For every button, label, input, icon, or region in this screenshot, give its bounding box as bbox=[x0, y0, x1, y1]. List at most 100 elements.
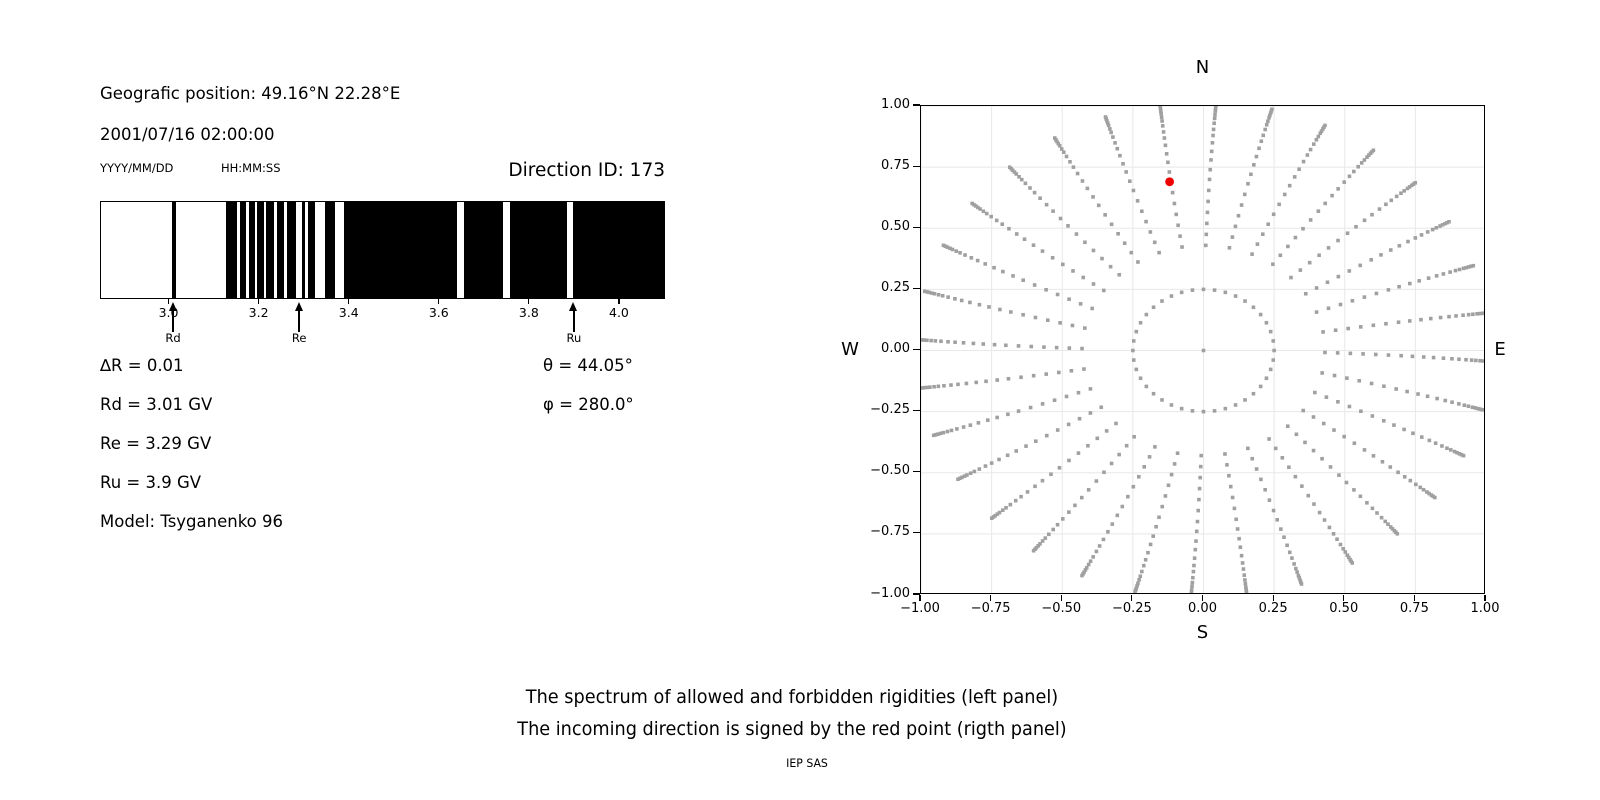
x-tick bbox=[1201, 595, 1204, 601]
spectrum-tick bbox=[618, 299, 620, 304]
x-tick-label: 1.00 bbox=[1470, 601, 1500, 616]
arrow-shaft bbox=[573, 309, 575, 332]
y-tick-label: −1.00 bbox=[870, 585, 910, 601]
date-format-hint: YYYY/MM/DD bbox=[100, 161, 174, 175]
x-tick bbox=[1060, 595, 1062, 601]
caption-line-1: The spectrum of allowed and forbidden ri… bbox=[525, 686, 1059, 708]
x-tick-label: −0.25 bbox=[1111, 601, 1152, 616]
spectrum-tick-label: 4.0 bbox=[609, 305, 629, 320]
phi-value: φ = 280.0° bbox=[543, 395, 634, 414]
rigidity-spectrum-chart: 3.0 3.2 3.4 3.6 3.8 4.0 Rd Re Ru bbox=[100, 201, 665, 361]
direction-id-text: Direction ID: 173 bbox=[508, 160, 665, 181]
x-tick bbox=[1272, 595, 1274, 601]
y-tick bbox=[913, 471, 920, 473]
datetime-text: 2001/07/16 02:00:00 bbox=[100, 125, 275, 144]
y-tick-label: 0.00 bbox=[881, 341, 910, 356]
y-tick bbox=[913, 226, 920, 228]
arrow-head-icon bbox=[168, 302, 177, 311]
forbidden-band bbox=[226, 202, 238, 298]
arrow-head-icon bbox=[294, 302, 303, 311]
x-tick bbox=[990, 595, 992, 601]
forbidden-band bbox=[343, 202, 457, 298]
y-tick-label: −0.50 bbox=[870, 463, 910, 479]
x-tick-label: 0.00 bbox=[1188, 601, 1217, 616]
geographic-position-text: Geografic position: 49.16°N 22.28°E bbox=[100, 84, 401, 103]
x-tick-label: −0.75 bbox=[970, 601, 1011, 616]
theta-value: θ = 44.05° bbox=[543, 356, 633, 375]
arrow-head-icon bbox=[569, 302, 578, 311]
compass-north-label: N bbox=[1195, 57, 1210, 78]
y-tick bbox=[913, 287, 920, 289]
caption-line-2: The incoming direction is signed by the … bbox=[517, 718, 1067, 740]
forbidden-band bbox=[276, 202, 285, 298]
forbidden-band bbox=[308, 202, 315, 298]
ru-value: Ru = 3.9 GV bbox=[100, 473, 202, 492]
credit-text: IEP SAS bbox=[786, 756, 828, 770]
spectrum-tick-label: 3.2 bbox=[248, 305, 269, 320]
y-tick-label: 1.00 bbox=[881, 96, 910, 112]
x-tick-label: −1.00 bbox=[900, 601, 940, 616]
x-tick-label: 0.25 bbox=[1258, 601, 1288, 616]
compass-south-label: S bbox=[1196, 622, 1209, 643]
x-tick bbox=[919, 595, 921, 601]
marker-arrow-re bbox=[294, 302, 304, 332]
y-tick bbox=[913, 410, 920, 412]
forbidden-band bbox=[509, 202, 568, 298]
spectrum-tick bbox=[258, 299, 260, 304]
arrow-shaft bbox=[172, 309, 174, 332]
red-incoming-direction-point bbox=[1165, 177, 1174, 187]
x-tick bbox=[1413, 595, 1415, 601]
y-tick bbox=[913, 104, 920, 106]
x-tick-label: −0.50 bbox=[1041, 601, 1082, 616]
spectrum-tick-label: 3.4 bbox=[338, 305, 359, 320]
forbidden-band bbox=[287, 202, 296, 298]
marker-label-ru: Ru bbox=[566, 331, 582, 345]
forbidden-band bbox=[171, 202, 177, 298]
y-tick-label: 0.75 bbox=[881, 157, 910, 173]
re-value: Re = 3.29 GV bbox=[100, 434, 212, 453]
forbidden-band bbox=[240, 202, 247, 298]
forbidden-band bbox=[301, 202, 306, 298]
spectrum-tick-label: 3.6 bbox=[428, 305, 449, 320]
spectrum-tick bbox=[438, 299, 440, 304]
forbidden-band bbox=[266, 202, 274, 298]
y-tick bbox=[913, 532, 920, 534]
time-format-hint: HH:MM:SS bbox=[221, 161, 281, 175]
marker-label-rd: Rd bbox=[165, 331, 181, 345]
spectrum-tick bbox=[167, 299, 170, 304]
forbidden-band bbox=[573, 202, 664, 298]
forbidden-band bbox=[463, 202, 503, 298]
asymptotic-direction-scatter bbox=[921, 106, 1484, 593]
direction-plot-area bbox=[920, 105, 1485, 594]
delta-r-value: ∆R = 0.01 bbox=[100, 356, 184, 375]
spectrum-tick-label: 3.8 bbox=[518, 305, 539, 320]
arrow-shaft bbox=[298, 309, 300, 332]
forbidden-band bbox=[257, 202, 265, 298]
y-tick-label: −0.75 bbox=[870, 524, 910, 540]
x-tick-label: 0.50 bbox=[1329, 601, 1359, 616]
y-tick-label: −0.25 bbox=[870, 402, 910, 418]
gray-direction-dots bbox=[921, 106, 1484, 593]
forbidden-band bbox=[249, 202, 256, 298]
y-tick bbox=[913, 593, 920, 595]
y-tick-label: 0.25 bbox=[881, 279, 910, 295]
x-tick-label: 0.75 bbox=[1399, 601, 1429, 616]
x-tick bbox=[1131, 595, 1133, 601]
rd-value: Rd = 3.01 GV bbox=[100, 395, 213, 414]
x-tick bbox=[1484, 595, 1486, 601]
compass-east-label: E bbox=[1494, 339, 1506, 360]
spectrum-plot-area bbox=[100, 201, 665, 299]
marker-arrow-ru bbox=[569, 302, 578, 332]
spectrum-tick bbox=[528, 299, 530, 304]
forbidden-band bbox=[325, 202, 336, 298]
marker-label-re: Re bbox=[291, 331, 307, 345]
marker-arrow-rd bbox=[168, 302, 178, 332]
y-tick-label: 0.50 bbox=[881, 218, 910, 234]
y-tick bbox=[913, 165, 920, 167]
compass-west-label: W bbox=[841, 339, 859, 360]
x-tick bbox=[1343, 595, 1345, 601]
spectrum-tick bbox=[348, 299, 350, 304]
model-text: Model: Tsyganenko 96 bbox=[100, 512, 284, 531]
y-tick bbox=[913, 348, 920, 351]
